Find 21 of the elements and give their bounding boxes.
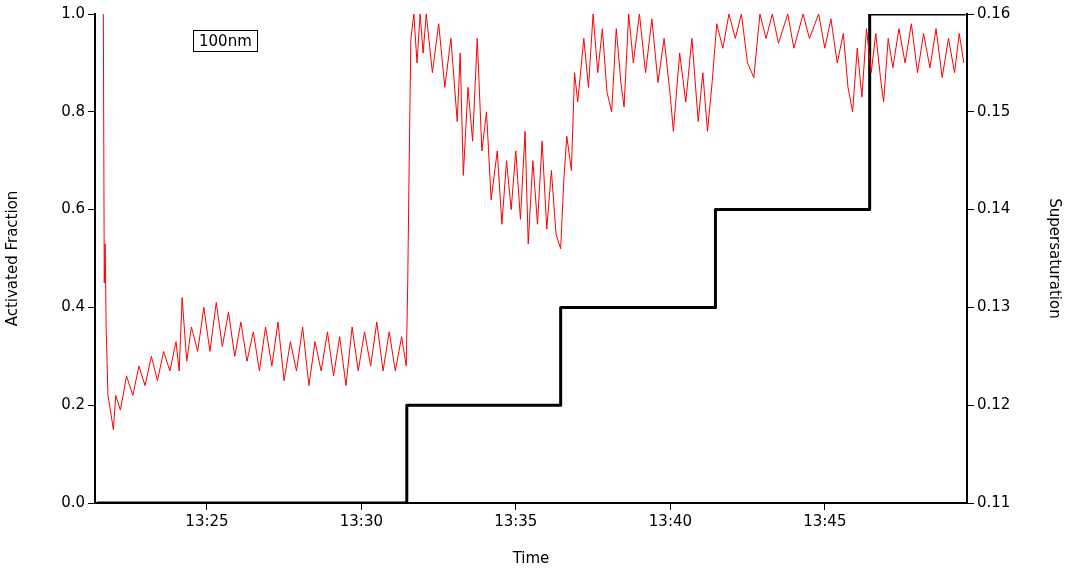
x-tick-label: 13:30 — [339, 511, 383, 530]
y2-tick-label: 0.14 — [977, 199, 1011, 218]
y-tick-label: 0.2 — [61, 395, 85, 414]
y2-axis-title: Supersaturation — [1046, 198, 1065, 319]
x-axis-title: Time — [511, 548, 550, 567]
y2-tick-label: 0.15 — [977, 101, 1011, 120]
y-tick-label: 0.4 — [61, 297, 85, 316]
y-tick-label: 0.6 — [61, 199, 85, 218]
y2-tick-label: 0.16 — [977, 3, 1011, 22]
x-tick-label: 13:35 — [494, 511, 538, 530]
y-tick-label: 0.8 — [61, 101, 85, 120]
y2-tick-label: 0.11 — [977, 492, 1011, 511]
y-tick-label: 1.0 — [61, 3, 85, 22]
y-axis-title: Activated Fraction — [2, 190, 21, 327]
y2-tick-label: 0.13 — [977, 297, 1011, 316]
x-tick-label: 13:25 — [185, 511, 229, 530]
y-tick-label: 0.0 — [61, 492, 85, 511]
x-tick-label: 13:40 — [648, 511, 693, 530]
x-tick-label: 13:45 — [803, 511, 847, 530]
annotation: 100nm — [193, 30, 258, 52]
y2-tick-label: 0.12 — [977, 395, 1011, 414]
